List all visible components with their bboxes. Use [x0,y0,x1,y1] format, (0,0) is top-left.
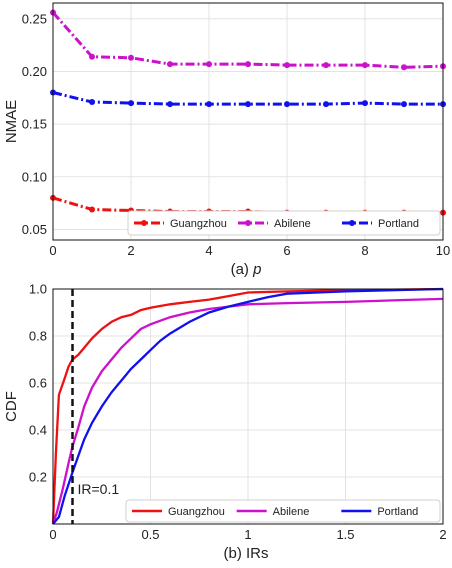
y-axis-label: NMAE [3,100,20,143]
series-line-abilene [51,297,444,525]
y-tick-label: 0.15 [22,117,47,132]
y-tick-label: 0.4 [29,423,47,438]
series-line-abilene [51,11,444,69]
panel-a-nmae-chart: 0 2 4 6 8 10 0.05 0.10 0.15 0.20 0.25 (a) p NMAE Guan… [3,2,450,278]
x-tick-label: 4 [205,243,212,258]
y-tick-label: 0.10 [22,169,47,184]
x-axis-label: (a) p [231,261,262,278]
data-point-guangzhou [89,206,95,213]
data-point-abilene [284,62,290,69]
series-line-guangzhou [51,287,444,525]
data-point-abilene [167,61,173,68]
y-tick-label: 0.2 [29,470,47,485]
x-tick-label: 2 [127,243,134,258]
plot-area [53,3,443,240]
x-tick-label: 1 [244,527,251,542]
data-point-abilene [128,54,134,61]
x-tick-label: 10 [436,243,450,258]
x-tick-label: 1.5 [336,527,354,542]
data-point-abilene [401,64,407,71]
data-point-portland [167,101,173,108]
data-point-portland [362,100,368,107]
x-tick-label: 8 [361,243,368,258]
legend-label-guangzhou: Guangzhou [168,506,225,518]
axes-frame [52,2,444,241]
data-point-portland [206,101,212,108]
y-tick-label: 0.25 [22,11,47,26]
legend-marker [245,220,251,226]
data-point-portland [245,101,251,108]
x-axis-label: (b) IRs [224,545,269,562]
panel-b-cdf-chart: IR=0.1 0 0.5 1 1.5 2 0.2 0.4 0.6 0.8 1.0 (b) IRs CDF… [3,282,447,563]
data-point-portland [89,99,95,106]
data-point-abilene [323,62,329,69]
y-tick-label: 0.8 [29,329,47,344]
legend-marker [141,220,147,226]
x-tick-label: 2 [439,527,446,542]
legend-label-portland: Portland [377,506,418,518]
data-point-abilene [89,53,95,60]
x-tick-label: 0.5 [141,527,159,542]
legend-label-guangzhou: Guangzhou [170,218,227,230]
axes-frame [52,288,444,525]
legend-label-abilene: Abilene [274,218,311,230]
data-point-portland [128,100,134,107]
legend-box [127,210,441,236]
y-tick-label: 0.6 [29,376,47,391]
data-point-portland [323,101,329,108]
data-point-abilene [362,62,368,69]
legend-label-abilene: Abilene [273,506,310,518]
data-point-portland [284,101,290,108]
legend-marker [349,220,355,226]
y-tick-label: 0.20 [22,64,47,79]
legend-box [125,499,441,523]
x-tick-label: 0 [49,243,56,258]
y-axis-label: CDF [3,391,20,422]
y-tick-label: 1.0 [29,282,47,297]
data-point-abilene [206,61,212,68]
legend: Guangzhou Abilene Portland [125,499,441,523]
data-point-abilene [245,61,251,68]
series-line-portland [52,287,444,525]
legend-label-portland: Portland [378,218,419,230]
x-tick-label: 0 [49,527,56,542]
threshold-annotation: IR=0.1 [78,481,120,497]
y-tick-label: 0.05 [22,222,47,237]
x-tick-label: 6 [283,243,290,258]
data-point-portland [401,101,407,108]
legend: Guangzhou Abilene Portland [127,210,441,236]
series-line-portland [52,91,443,106]
